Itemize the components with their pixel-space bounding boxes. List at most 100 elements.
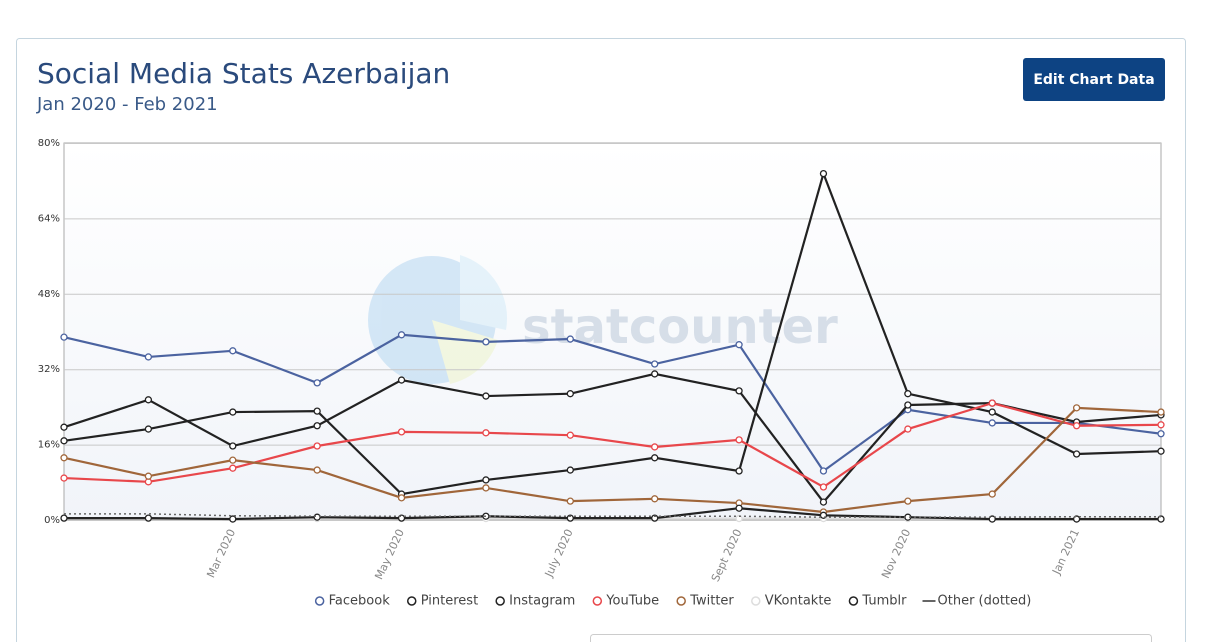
point <box>1157 408 1165 416</box>
point <box>651 495 659 503</box>
point <box>819 467 828 475</box>
point <box>313 442 321 450</box>
legend: Facebook Pinterest Instagram YouTube Twitter… <box>314 594 1032 609</box>
point <box>397 376 406 384</box>
point <box>904 497 912 505</box>
point <box>819 169 828 178</box>
y-tick-label: 0% <box>44 515 60 526</box>
point <box>566 497 574 505</box>
series-line <box>63 333 1162 473</box>
legend-label: YouTube <box>605 594 659 609</box>
point <box>229 347 237 355</box>
point <box>1072 450 1081 458</box>
plot-area <box>63 142 1162 521</box>
point <box>651 360 659 368</box>
point <box>144 425 153 433</box>
legend-label: Other (dotted) <box>938 594 1032 609</box>
point <box>482 429 490 437</box>
point <box>60 514 68 522</box>
point <box>735 341 743 349</box>
series-line <box>63 406 1162 514</box>
legend-swatch <box>676 596 686 606</box>
legend-label: Pinterest <box>421 594 478 609</box>
point <box>229 442 237 450</box>
point <box>735 387 743 395</box>
legend-swatch <box>592 596 603 606</box>
legend-label: Facebook <box>329 594 391 609</box>
point <box>819 498 828 506</box>
legend-swatch <box>751 596 761 606</box>
point <box>651 514 659 522</box>
point <box>60 454 68 462</box>
point <box>566 335 574 343</box>
point <box>229 408 237 416</box>
point <box>819 483 828 491</box>
point <box>397 331 406 339</box>
point <box>482 484 490 492</box>
point <box>397 494 406 502</box>
legend-label: VKontakte <box>765 594 832 609</box>
watermark-logo <box>368 255 508 384</box>
point <box>144 396 153 404</box>
point <box>229 515 237 523</box>
point <box>60 423 68 431</box>
series-line <box>63 170 1162 496</box>
point <box>1072 422 1081 430</box>
point <box>482 476 490 484</box>
point <box>735 504 743 512</box>
point <box>313 407 321 415</box>
point <box>144 514 153 522</box>
point <box>144 353 153 361</box>
point <box>1157 421 1165 429</box>
point <box>1072 404 1081 412</box>
point <box>904 425 912 433</box>
point <box>988 419 996 427</box>
y-tick-label: 48% <box>38 289 60 300</box>
subtitle: Jan 2020 - Feb 2021 <box>36 94 218 115</box>
point <box>1072 515 1081 523</box>
point <box>313 379 321 387</box>
point <box>60 333 68 341</box>
legend-swatch <box>495 596 505 606</box>
point <box>651 370 659 378</box>
legend-label: Twitter <box>689 594 734 609</box>
legend-swatch <box>314 596 325 606</box>
series-line <box>63 372 1162 504</box>
legend-swatch <box>848 596 859 606</box>
point <box>313 466 321 474</box>
point <box>229 464 237 472</box>
point <box>313 422 321 430</box>
point <box>60 474 68 482</box>
legend-label: Instagram <box>509 594 575 609</box>
point <box>313 513 321 521</box>
point <box>144 472 153 480</box>
point <box>566 431 574 439</box>
point <box>988 408 996 416</box>
point <box>1157 447 1165 455</box>
point <box>1157 430 1165 438</box>
edit-button[interactable] <box>1023 58 1165 101</box>
legend-swatch <box>406 596 417 606</box>
edit-button-label[interactable]: Edit Chart Data <box>1033 72 1154 88</box>
watermark: statcounter <box>522 299 838 355</box>
point <box>988 490 996 498</box>
y-tick-label: 64% <box>38 213 60 224</box>
point <box>566 466 574 474</box>
point <box>904 390 912 398</box>
y-tick-label: 16% <box>38 440 60 451</box>
point <box>60 437 68 445</box>
point <box>651 454 659 462</box>
point <box>735 467 743 475</box>
series-line <box>63 401 1162 489</box>
point <box>482 338 490 346</box>
y-tick-label: 80% <box>38 138 60 149</box>
title: Social Media Stats Azerbaijan <box>37 57 450 90</box>
point <box>1157 515 1165 523</box>
legend-label: Tumblr <box>861 594 907 609</box>
point <box>988 399 996 407</box>
panel-edge <box>590 634 1152 642</box>
point <box>651 443 659 451</box>
point <box>566 514 574 522</box>
